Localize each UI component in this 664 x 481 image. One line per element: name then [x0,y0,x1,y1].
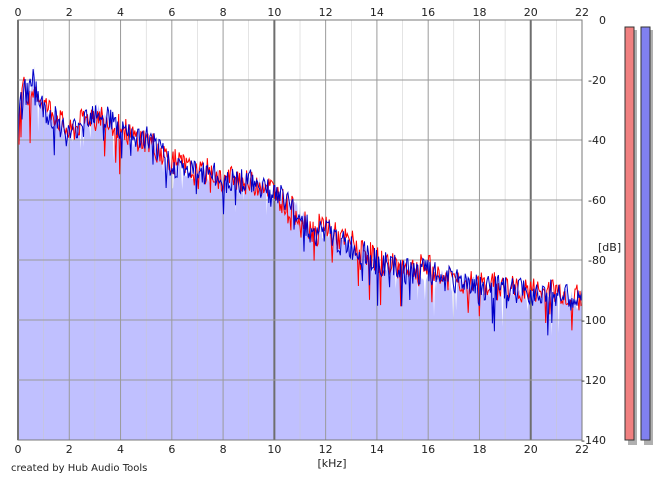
x-tick-label-top: 2 [66,6,73,19]
x-tick-label-top: 8 [220,6,227,19]
y-tick-label: -120 [581,374,606,387]
x-tick-label-bottom: 0 [15,443,22,456]
level-meter-right [640,26,651,441]
x-tick-label-top: 10 [267,6,281,19]
x-tick-label-top: 16 [421,6,435,19]
x-tick-label-bottom: 6 [168,443,175,456]
spectrum-series [17,69,583,336]
series-line-right [17,69,583,336]
x-tick-label-bottom: 2 [66,443,73,456]
x-tick-label-bottom: 4 [117,443,124,456]
x-tick-label-top: 22 [575,6,589,19]
x-tick-labels-top: 0 2 4 6 8 10 12 14 16 18 20 22 [15,6,590,19]
y-axis-label: [dB] [598,241,621,254]
x-tick-label-bottom: 10 [267,443,281,456]
x-tick-label-bottom: 8 [220,443,227,456]
x-tick-labels-bottom: 0 2 4 6 8 10 12 14 16 18 20 22 [15,443,590,456]
x-tick-label-bottom: 12 [319,443,333,456]
y-tick-labels: 0 -20 -40 -60 -80 -100 -120 -140 [581,14,606,447]
x-tick-label-bottom: 18 [472,443,486,456]
plot-frame [17,19,583,441]
level-meters [624,26,653,445]
y-tick-label: 0 [599,14,606,27]
x-tick-label-top: 6 [168,6,175,19]
y-tick-label: -20 [588,74,606,87]
x-tick-label-top: 20 [524,6,538,19]
x-tick-label-bottom: 20 [524,443,538,456]
x-tick-label-top: 12 [319,6,333,19]
y-tick-label: -40 [588,134,606,147]
y-tick-label: -140 [581,434,606,447]
level-meter-left [624,26,635,441]
x-tick-label-top: 0 [15,6,22,19]
x-tick-label-top: 4 [117,6,124,19]
y-tick-label: -60 [588,194,606,207]
x-tick-label-bottom: 22 [575,443,589,456]
x-tick-label-top: 18 [472,6,486,19]
y-tick-label: -100 [581,314,606,327]
x-tick-label-bottom: 14 [370,443,384,456]
x-tick-label-bottom: 16 [421,443,435,456]
credit-text: created by Hub Audio Tools [11,463,148,474]
x-axis-label: [kHz] [318,457,347,470]
y-tick-label: -80 [588,254,606,267]
x-tick-label-top: 14 [370,6,384,19]
